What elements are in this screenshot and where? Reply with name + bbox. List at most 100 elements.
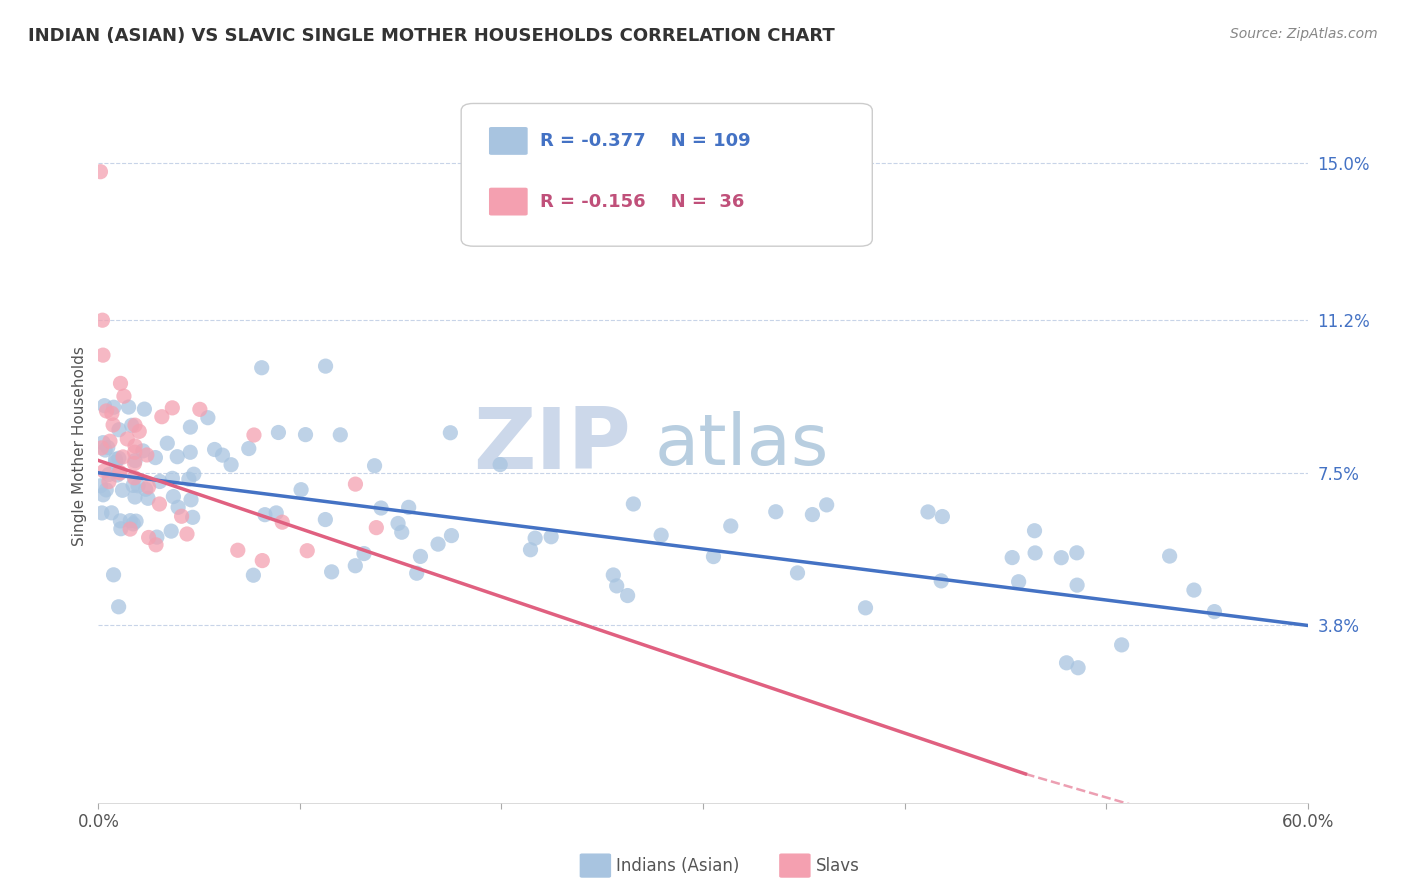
Point [616, 589, 638, 603]
Point [127, 479, 149, 493]
Point [1182, 583, 1205, 598]
Point [167, 500, 190, 515]
Point [146, 530, 169, 544]
Point [166, 450, 188, 464]
Point [315, 359, 337, 373]
Point [363, 458, 385, 473]
Point [120, 514, 142, 528]
Point [124, 418, 146, 433]
Point [929, 574, 952, 588]
Point [188, 402, 211, 417]
Point [149, 475, 172, 489]
Point [226, 543, 249, 558]
Point [1159, 549, 1181, 563]
Point [238, 442, 260, 456]
Point [329, 427, 352, 442]
Point [353, 547, 375, 561]
Point [110, 522, 132, 536]
Point [250, 360, 273, 375]
Point [124, 490, 146, 504]
Text: atlas: atlas [655, 411, 830, 481]
Point [134, 402, 156, 417]
Point [124, 445, 146, 459]
Point [111, 450, 134, 464]
Point [180, 492, 202, 507]
Text: Source: ZipAtlas.com: Source: ZipAtlas.com [1230, 27, 1378, 41]
Point [524, 531, 547, 545]
Text: ZIP: ZIP [472, 404, 630, 488]
Point [801, 508, 824, 522]
Point [132, 443, 155, 458]
Point [93, 399, 115, 413]
Point [931, 509, 953, 524]
Point [170, 509, 193, 524]
Text: Slavs: Slavs [815, 856, 859, 874]
Point [96, 483, 118, 497]
Point [97, 467, 120, 482]
Point [124, 453, 146, 467]
Point [253, 508, 276, 522]
Point [702, 549, 724, 564]
Point [297, 543, 319, 558]
Point [252, 553, 274, 567]
Point [89, 479, 111, 493]
Point [110, 514, 132, 528]
Point [97, 441, 120, 455]
Point [101, 406, 124, 420]
Point [138, 480, 160, 494]
Point [1007, 574, 1029, 589]
Point [162, 490, 184, 504]
Point [91, 348, 114, 362]
Point [124, 439, 146, 453]
Point [720, 519, 742, 533]
FancyBboxPatch shape [579, 854, 612, 878]
Point [176, 527, 198, 541]
Point [135, 448, 157, 462]
Point [156, 436, 179, 450]
Point [90, 441, 112, 455]
Point [124, 471, 146, 485]
Point [366, 521, 388, 535]
Text: Indians (Asian): Indians (Asian) [616, 856, 740, 874]
Point [370, 501, 392, 516]
Point [391, 525, 413, 540]
Point [427, 537, 450, 551]
Point [650, 528, 672, 542]
Point [815, 498, 838, 512]
Point [91, 435, 114, 450]
Point [197, 410, 219, 425]
Point [440, 528, 463, 542]
Point [93, 464, 115, 478]
Text: INDIAN (ASIAN) VS SLAVIC SINGLE MOTHER HOUSEHOLDS CORRELATION CHART: INDIAN (ASIAN) VS SLAVIC SINGLE MOTHER H… [28, 27, 835, 45]
Point [177, 472, 200, 486]
Point [1204, 605, 1226, 619]
Point [405, 566, 427, 581]
Point [103, 567, 125, 582]
Point [1111, 638, 1133, 652]
Point [519, 542, 541, 557]
Point [917, 505, 939, 519]
Point [120, 522, 142, 536]
Point [96, 404, 118, 418]
Point [1024, 546, 1046, 560]
Point [145, 538, 167, 552]
Y-axis label: Single Mother Households: Single Mother Households [72, 346, 87, 546]
Point [136, 491, 159, 506]
Point [489, 458, 512, 472]
Point [294, 427, 316, 442]
Point [602, 568, 624, 582]
Point [321, 565, 343, 579]
Point [101, 417, 124, 432]
FancyBboxPatch shape [489, 127, 527, 155]
Point [104, 452, 127, 467]
Point [540, 530, 562, 544]
Point [264, 506, 287, 520]
Point [1066, 546, 1088, 560]
FancyBboxPatch shape [489, 187, 527, 216]
Point [162, 471, 184, 485]
Point [117, 432, 139, 446]
Point [128, 425, 150, 439]
Point [183, 467, 205, 482]
Point [162, 401, 184, 415]
Point [1067, 661, 1090, 675]
